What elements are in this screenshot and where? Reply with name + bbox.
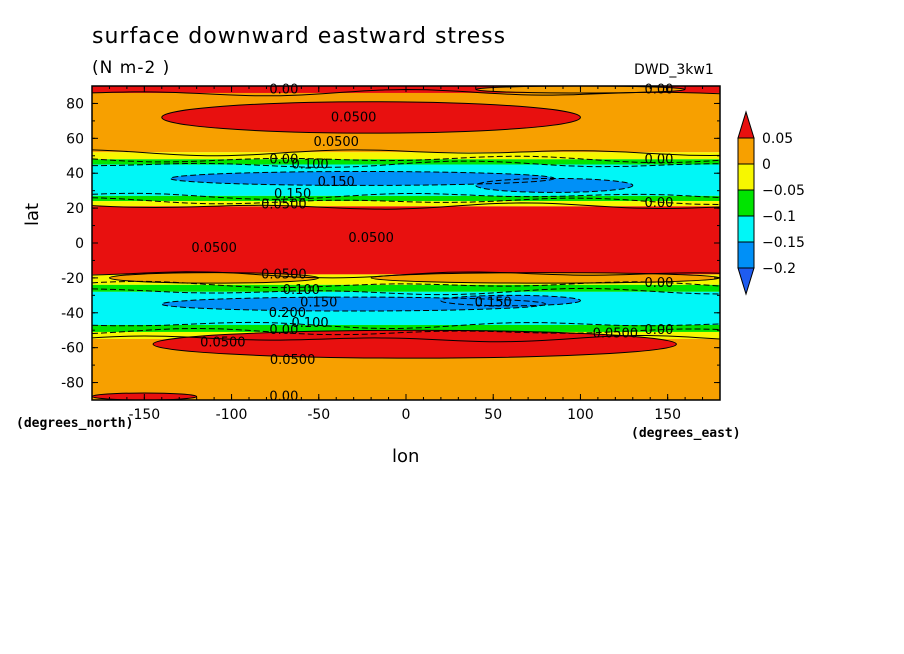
contour-line [92, 280, 720, 289]
contour-band [92, 159, 720, 165]
colorbar-label: 0.05 [762, 131, 793, 147]
contour-label: 0.0500 [348, 231, 394, 246]
contour-label: 0.0500 [191, 241, 237, 256]
x-tick-label: -50 [307, 407, 330, 423]
x-tick-label: -100 [216, 407, 248, 423]
y-tick-label: -20 [61, 271, 84, 287]
x-tick-label: -150 [128, 407, 160, 423]
contour-band [92, 206, 720, 275]
contour-label: 0.0500 [593, 327, 639, 342]
colorbar-label: −0.2 [762, 261, 796, 277]
contour-region [440, 295, 581, 306]
colorbar-segment [737, 110, 755, 139]
contour-line [92, 335, 720, 343]
contour-band [92, 284, 720, 292]
contour-region [371, 272, 720, 284]
chart-units: (N m-2 ) [92, 58, 171, 78]
y-tick-label: 20 [66, 201, 84, 217]
contour-line [92, 160, 720, 168]
contour-label: 0.0500 [270, 353, 316, 368]
contour-label: 0.150 [300, 295, 337, 310]
plot-area [92, 86, 720, 400]
contour-label: 0.00 [644, 276, 673, 291]
contour-line [440, 294, 581, 307]
contour-label: 0.0500 [200, 335, 246, 350]
contour-line [92, 197, 720, 205]
contour-label: 0.150 [318, 175, 355, 190]
contour-line [108, 272, 320, 284]
colorbar-segment [737, 241, 755, 269]
contour-label: 0.00 [269, 323, 298, 338]
contour-label: 0.0500 [261, 198, 307, 213]
colorbar-segment [737, 189, 755, 217]
contour-region [153, 330, 677, 359]
contour-line [92, 192, 720, 200]
model-name: DWD_3kw1 [634, 62, 714, 78]
contour-band [92, 152, 720, 160]
y-tick-label: 80 [66, 96, 84, 112]
colorbar: 0.05 0 −0.05 −0.1 −0.15 −0.2 [737, 110, 805, 296]
x-axis-label: lon [392, 446, 420, 467]
colorbar-segment [737, 137, 755, 165]
colorbar-label: −0.15 [762, 235, 805, 251]
contour-label: 0.00 [644, 82, 673, 97]
contour-line [161, 296, 547, 312]
contour-band [92, 324, 720, 332]
contour-label: 0.100 [291, 316, 328, 331]
contour-label: 0.150 [475, 295, 512, 310]
contour-region [161, 101, 581, 134]
y-tick-label: 40 [66, 166, 84, 182]
contour-label: 0.00 [269, 152, 298, 167]
contour-line [475, 177, 634, 193]
contour-label: 0.0500 [261, 267, 307, 282]
y-axis-units: (degrees_north) [16, 416, 134, 431]
x-tick-label: 150 [654, 407, 681, 423]
colorbar-segment [737, 163, 755, 191]
contour-label: 0.0500 [313, 135, 359, 150]
contour-line [92, 287, 720, 296]
contour-lines [92, 86, 720, 400]
contour-label: 0.150 [274, 187, 311, 202]
x-tick-label: 50 [484, 407, 502, 423]
contour-label: 0.00 [269, 82, 298, 97]
contour-line [92, 155, 720, 164]
colorbar-segment [737, 215, 755, 243]
contour-band [92, 195, 720, 202]
chart-title: surface downward eastward stress [92, 24, 507, 49]
contour-line [152, 329, 677, 359]
y-tick-label: -80 [61, 376, 84, 392]
y-tick-label: 60 [66, 131, 84, 147]
contour-region [170, 171, 555, 186]
y-tick-label: 0 [75, 236, 84, 252]
colorbar-segment [737, 267, 755, 296]
contour-line [92, 149, 720, 157]
contour-line [92, 327, 720, 336]
contour-label: 0.0500 [331, 110, 377, 125]
x-tick-label: 100 [567, 407, 594, 423]
contour-line [161, 101, 581, 134]
colorbar-label: −0.05 [762, 183, 805, 199]
x-axis-units: (degrees_east) [631, 426, 741, 441]
contour-region [475, 178, 633, 193]
x-tick-label: 0 [402, 407, 411, 423]
contour-line [92, 202, 720, 210]
contour-line [475, 86, 686, 94]
contour-line [92, 321, 720, 329]
y-tick-label: -40 [61, 306, 84, 322]
contour-label: 0.00 [644, 152, 673, 167]
contour-label: 0.100 [291, 158, 328, 173]
contour-label: 0.200 [269, 306, 306, 321]
contour-label: 0.00 [644, 323, 673, 338]
contour-label: 0.00 [644, 196, 673, 211]
y-tick-label: -60 [61, 341, 84, 357]
contour-band [92, 201, 720, 207]
contour-label: 0.100 [283, 283, 320, 298]
colorbar-label: 0 [762, 157, 771, 173]
axes: -150 -100 -50 0 50 100 150 80 60 40 20 0 -20 -40 -60 -8… [61, 85, 721, 423]
colorbar-label: −0.1 [762, 209, 796, 225]
